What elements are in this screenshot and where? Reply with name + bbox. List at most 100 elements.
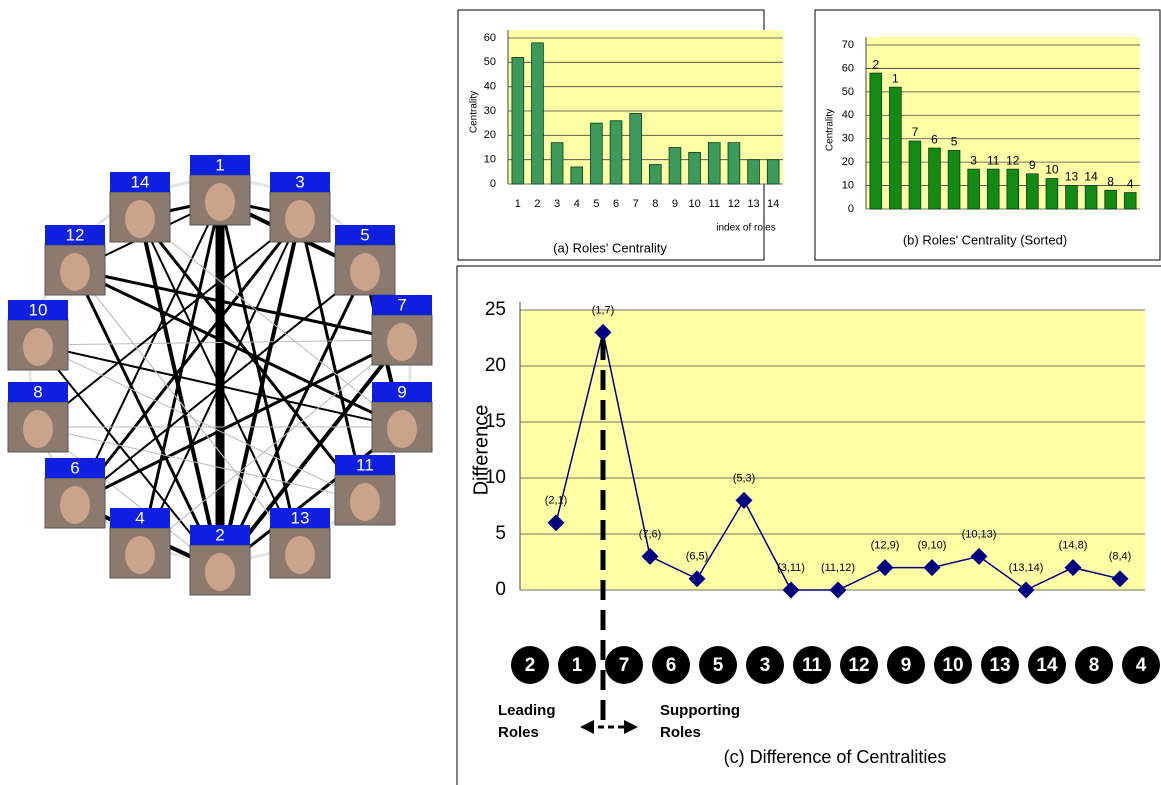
bar bbox=[870, 73, 882, 209]
bar bbox=[1124, 193, 1136, 209]
bar-label: 14 bbox=[1084, 170, 1098, 184]
bar-label: 9 bbox=[1029, 158, 1036, 172]
bar-label: 10 bbox=[1045, 163, 1059, 177]
bar bbox=[1105, 190, 1117, 209]
annotation: Supporting Roles bbox=[660, 700, 770, 744]
bar bbox=[728, 143, 740, 184]
face bbox=[350, 483, 380, 521]
bar bbox=[1066, 186, 1078, 209]
bar bbox=[610, 121, 622, 184]
bar bbox=[889, 87, 901, 209]
point-label: (6,5) bbox=[686, 551, 709, 563]
x-tick-label: 1 bbox=[515, 198, 521, 210]
point-label: (8,4) bbox=[1109, 551, 1132, 563]
arrow-head bbox=[624, 720, 638, 734]
bar bbox=[968, 169, 980, 209]
figure-canvas: 1143125107896114132010203040506012345678… bbox=[0, 0, 1161, 785]
point-label: (2,1) bbox=[545, 495, 568, 507]
bar bbox=[748, 160, 760, 184]
y-tick-label: 0 bbox=[490, 178, 496, 190]
bar bbox=[551, 143, 563, 184]
y-tick-label: 60 bbox=[484, 32, 496, 44]
role-label: 12 bbox=[848, 655, 869, 676]
face bbox=[60, 486, 90, 524]
role-label: 1 bbox=[572, 655, 583, 676]
bar-label: 4 bbox=[1127, 177, 1134, 191]
node-label: 11 bbox=[356, 455, 374, 474]
role-label: 7 bbox=[619, 655, 630, 676]
y-tick-label: 30 bbox=[842, 133, 854, 145]
bar bbox=[571, 167, 583, 184]
node-label: 4 bbox=[135, 508, 144, 527]
node-label: 2 bbox=[215, 525, 224, 544]
x-tick-label: 9 bbox=[672, 198, 678, 210]
x-axis-label: index of roles bbox=[716, 223, 775, 234]
y-tick-label: 0 bbox=[495, 579, 506, 600]
bar-label: 13 bbox=[1065, 170, 1079, 184]
y-axis-label: Centrality bbox=[469, 91, 480, 133]
face bbox=[387, 323, 417, 361]
role-label: 3 bbox=[760, 655, 771, 676]
x-tick-label: 11 bbox=[709, 198, 720, 210]
bar-label: 12 bbox=[1006, 153, 1020, 167]
y-tick-label: 60 bbox=[842, 62, 854, 74]
face bbox=[285, 536, 315, 574]
caption: (c) Difference of Centralities bbox=[724, 747, 947, 767]
arrow-head bbox=[580, 720, 594, 734]
point-label: (7,6) bbox=[639, 528, 662, 540]
x-tick-label: 4 bbox=[574, 198, 580, 210]
y-tick-label: 20 bbox=[485, 355, 506, 376]
face bbox=[350, 253, 380, 291]
role-label: 5 bbox=[713, 655, 724, 676]
bar-label: 5 bbox=[951, 135, 958, 149]
node-label: 3 bbox=[295, 172, 304, 191]
caption: (a) Roles' Centrality bbox=[553, 240, 667, 255]
role-label: 10 bbox=[942, 655, 963, 676]
plot-area bbox=[520, 310, 1145, 590]
face bbox=[205, 553, 235, 591]
y-tick-label: 50 bbox=[842, 86, 854, 98]
node-label: 13 bbox=[291, 508, 310, 527]
bar bbox=[708, 143, 720, 184]
point-label: (10,13) bbox=[962, 528, 997, 540]
bar bbox=[512, 57, 524, 184]
figure: 1143125107896114132010203040506012345678… bbox=[0, 0, 1161, 785]
point-label: (13,14) bbox=[1009, 562, 1044, 574]
x-tick-label: 12 bbox=[728, 198, 740, 210]
y-tick-label: 30 bbox=[484, 105, 496, 117]
y-tick-label: 10 bbox=[484, 154, 496, 166]
x-tick-label: 13 bbox=[747, 198, 759, 210]
y-tick-label: 70 bbox=[842, 39, 854, 51]
node-label: 10 bbox=[29, 300, 48, 319]
x-tick-label: 2 bbox=[534, 198, 540, 210]
plot-area bbox=[508, 30, 783, 184]
point-label: (5,3) bbox=[733, 472, 756, 484]
bar-label: 3 bbox=[970, 153, 977, 167]
bar-label: 11 bbox=[987, 153, 1000, 167]
bar bbox=[987, 169, 999, 209]
y-tick-label: 50 bbox=[484, 56, 496, 68]
face bbox=[60, 253, 90, 291]
y-axis-label: Difference bbox=[470, 405, 492, 496]
plot-area bbox=[866, 37, 1140, 209]
node-label: 7 bbox=[397, 295, 406, 314]
role-label: 14 bbox=[1036, 655, 1058, 676]
point-label: (14,8) bbox=[1059, 540, 1088, 552]
y-tick-label: 25 bbox=[485, 299, 506, 320]
bar-label: 8 bbox=[1107, 174, 1114, 188]
face bbox=[125, 536, 155, 574]
role-label: 11 bbox=[802, 655, 823, 676]
node-label: 6 bbox=[70, 458, 79, 477]
bar bbox=[909, 141, 921, 209]
point-label: (11,12) bbox=[821, 562, 855, 574]
role-label: 4 bbox=[1136, 655, 1147, 676]
bar-label: 2 bbox=[872, 57, 879, 71]
role-label: 8 bbox=[1089, 655, 1100, 676]
bar bbox=[1046, 179, 1058, 209]
y-tick-label: 40 bbox=[842, 109, 854, 121]
node-label: 1 bbox=[215, 155, 224, 174]
point-label: (9,10) bbox=[918, 540, 947, 552]
caption: (b) Roles' Centrality (Sorted) bbox=[903, 232, 1067, 247]
point-label: (1,7) bbox=[592, 304, 615, 316]
x-tick-label: 6 bbox=[613, 198, 619, 210]
